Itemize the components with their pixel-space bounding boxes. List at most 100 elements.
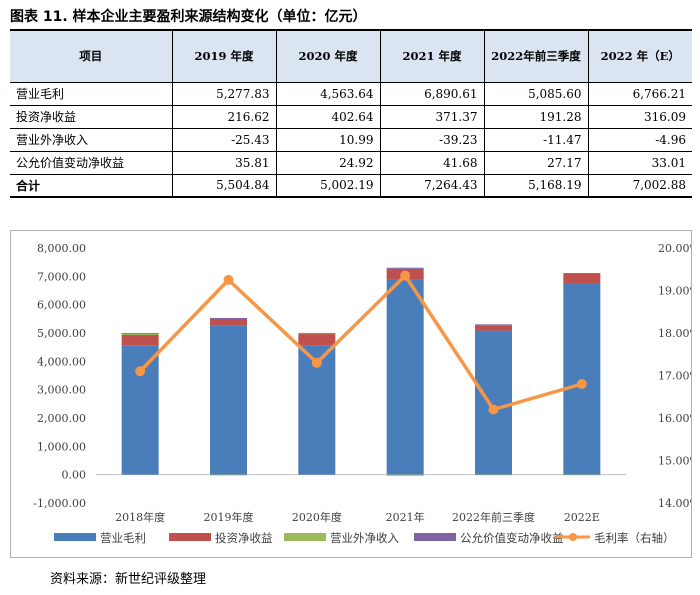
y-left-tick-label: 1,000.00: [37, 440, 86, 453]
bar-segment: [210, 318, 247, 326]
chart-frame: -1,000.00 0.00 1,000.00 2,000.00 3,000.00 4,0…: [10, 230, 692, 558]
table-row: 公允价值变动净收益 35.81 24.92 41.68 27.17 33.01: [10, 151, 692, 175]
table-cell: 402.64: [275, 105, 380, 129]
y-left-tick-label: 5,000.00: [37, 327, 86, 340]
bar-segment: [298, 332, 336, 334]
table-header-cell: 2020 年度: [275, 29, 380, 83]
table-cell: 5,504.84: [171, 174, 276, 198]
table-cell: 10.99: [275, 128, 380, 152]
y-left-tick-label: 8,000.00: [37, 242, 86, 255]
row-label: 营业毛利: [10, 82, 172, 106]
table-cell: -39.23: [379, 128, 484, 152]
bar-segment: [475, 474, 512, 476]
table-header-cell: 2021 年度: [379, 29, 484, 83]
y-right-tick-label: 15.00%: [658, 455, 691, 468]
margin-point: [576, 379, 587, 389]
x-tick-label: 2020年度: [292, 510, 342, 524]
bar-segment: [386, 474, 424, 476]
bar-segment: [475, 324, 512, 326]
y-right-tick-label: 20.00%: [658, 242, 691, 255]
table-header-cell: 2019 年度: [171, 29, 276, 83]
bar-segment: [298, 333, 336, 346]
bar-segment: [475, 325, 512, 331]
source-note: 资料来源：新世纪评级整理: [50, 572, 207, 587]
bar-segment: [386, 267, 424, 269]
y-left-tick-label: 7,000.00: [37, 270, 86, 283]
legend-swatch: [54, 533, 96, 541]
table-header-row: 项目 2019 年度 2020 年度 2021 年度 2022年前三季度 202…: [10, 29, 692, 83]
table-row: 营业毛利 5,277.83 4,563.64 6,890.61 5,085.60…: [10, 82, 692, 106]
table-cell: 7,264.43: [379, 174, 484, 198]
bar-segment: [121, 345, 159, 475]
row-label: 投资净收益: [10, 105, 172, 129]
bar-segment: [563, 474, 601, 476]
row-label: 公允价值变动净收益: [10, 151, 172, 175]
table-row: 投资净收益 216.62 402.64 371.37 191.28 316.09: [10, 105, 692, 129]
table-cell: 191.28: [483, 105, 588, 129]
bar-segment: [563, 273, 601, 275]
table-cell: 5,085.60: [483, 82, 588, 106]
bar-segment: [121, 334, 159, 346]
table-header-cell: 项目: [10, 29, 172, 83]
table-cell: 5,168.19: [483, 174, 588, 198]
margin-point: [223, 274, 234, 285]
bar-segment: [563, 274, 601, 283]
table-header-cell: 2022年前三季度: [483, 29, 588, 83]
combo-chart: -1,000.00 0.00 1,000.00 2,000.00 3,000.00 4,0…: [33, 242, 691, 545]
legend-label: 营业外净收入: [330, 531, 399, 545]
legend-label: 公允价值变动净收益: [460, 531, 564, 545]
y-left-tick-label: 4,000.00: [37, 355, 86, 368]
y-left-tick-label: -1,000.00: [33, 497, 86, 510]
y-left-tick-label: 6,000.00: [37, 299, 86, 312]
bar-segment: [210, 317, 247, 319]
legend-label: 毛利率（右轴）: [594, 531, 675, 545]
table-cell: 4,563.64: [275, 82, 380, 106]
legend-swatch: [169, 533, 211, 541]
table-cell: 41.68: [379, 151, 484, 175]
x-tick-label: 2019年度: [204, 510, 254, 524]
table-cell: 33.01: [587, 151, 692, 175]
table-cell: 316.09: [587, 105, 692, 129]
table-total-row: 合计 5,504.84 5,002.19 7,264.43 5,168.19 7…: [10, 174, 692, 198]
legend-label: 投资净收益: [215, 531, 273, 545]
table-header-cell: 2022 年（E）: [587, 29, 692, 83]
table-cell: -25.43: [171, 128, 276, 152]
x-tick-label: 2022年前三季度: [452, 510, 535, 524]
table-cell: 7,002.88: [587, 174, 692, 198]
data-table: 项目 2019 年度 2020 年度 2021 年度 2022年前三季度 202…: [10, 29, 692, 198]
table-cell: 35.81: [171, 151, 276, 175]
bar-segment: [210, 325, 247, 475]
margin-point: [311, 357, 322, 368]
margin-line: [138, 273, 583, 412]
legend-swatch: [284, 533, 326, 541]
figure-title: 图表 11. 样本企业主要盈利来源结构变化（单位：亿元）: [10, 9, 367, 25]
margin-point: [400, 270, 411, 281]
table-cell: 371.37: [379, 105, 484, 129]
legend-label: 营业毛利: [100, 531, 146, 545]
table-cell: 6,766.21: [587, 82, 692, 106]
table-cell: 5,277.83: [171, 82, 276, 106]
x-tick-label: 2022E: [564, 511, 600, 524]
bar-segment: [386, 279, 424, 475]
bar-segment: [475, 330, 512, 475]
table-cell: -4.96: [587, 128, 692, 152]
table-cell: 24.92: [275, 151, 380, 175]
row-label: 营业外净收入: [10, 128, 172, 152]
legend-swatch: [414, 533, 456, 541]
legend-swatch: [569, 533, 577, 541]
table-cell: 216.62: [171, 105, 276, 129]
y-right-tick-label: 18.00%: [658, 327, 691, 340]
bar-segment: [563, 282, 601, 475]
margin-point: [135, 366, 146, 377]
y-left-tick-label: 3,000.00: [37, 384, 86, 397]
bar-segment: [298, 333, 336, 335]
table-cell: 27.17: [483, 151, 588, 175]
y-left-tick-label: 0.00: [62, 469, 87, 482]
y-right-tick-label: 17.00%: [658, 370, 691, 383]
x-tick-label: 2018年度: [115, 510, 165, 524]
y-left-tick-label: 2,000.00: [37, 412, 86, 425]
table-cell: 6,890.61: [379, 82, 484, 106]
x-tick-label: 2021年: [386, 510, 425, 524]
table-cell: -11.47: [483, 128, 588, 152]
row-label: 合计: [10, 174, 172, 198]
